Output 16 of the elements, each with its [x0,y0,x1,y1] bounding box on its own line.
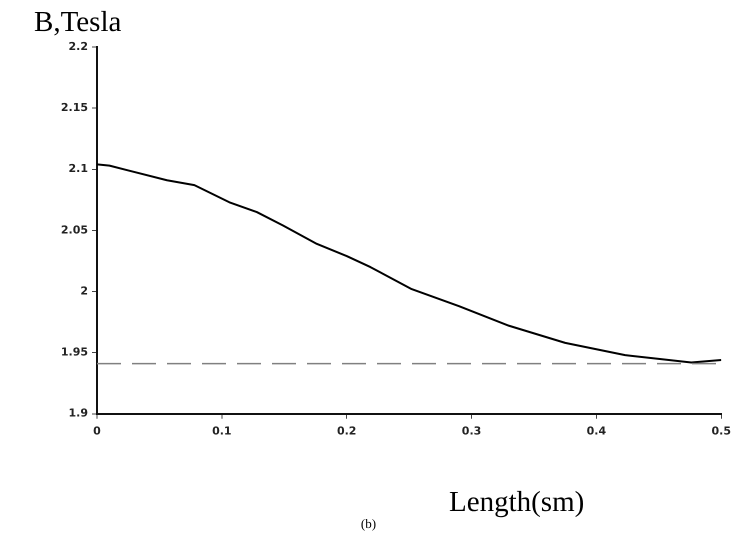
x-tick-label: 0.3 [462,424,482,438]
y-tick-label: 2.2 [68,40,88,53]
x-tick-label: 0.1 [212,424,232,438]
text: (b) [360,516,376,531]
y-tick-label: 2.1 [68,162,88,176]
y-axis-title: B,Tesla [34,6,122,39]
y-tick-label: 2.05 [60,223,88,236]
y-tick-label: 2.15 [60,100,88,114]
x-tick-label: 0.5 [712,424,732,438]
y-tick-label: 1.9 [68,406,88,420]
x-axis-title: Length(sm) [449,486,584,519]
y-tick-label: 2 [80,284,88,298]
x-tick-label: 0 [93,424,102,438]
x-tick-label: 0.4 [586,424,606,438]
x-tick-label: 0.2 [336,424,356,438]
y-tick-label: 1.95 [60,346,88,359]
